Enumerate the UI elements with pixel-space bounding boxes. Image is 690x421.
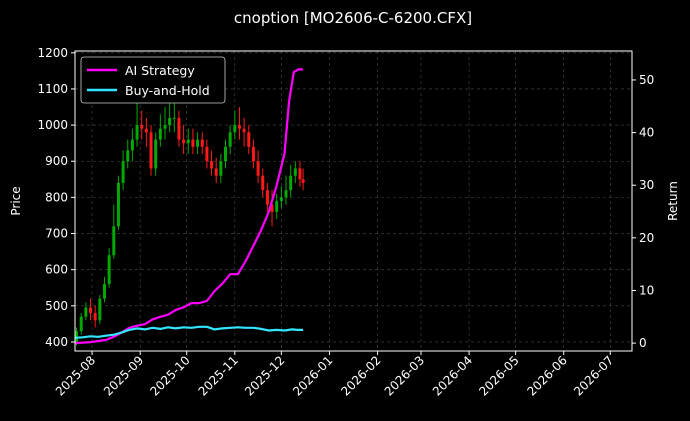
- candle-body: [186, 139, 190, 144]
- candle-body: [107, 255, 111, 285]
- legend-box: [80, 56, 226, 104]
- candle-body: [154, 139, 158, 169]
- y-tick-label-right: 0: [639, 336, 647, 350]
- candle-body: [247, 132, 251, 147]
- candle-body: [177, 117, 181, 140]
- candle-body: [196, 139, 200, 147]
- y-axis-right-title: Return: [666, 181, 680, 221]
- y-tick-label-right: 50: [639, 73, 654, 87]
- candle-body: [116, 182, 120, 227]
- y-tick-label-right: 10: [639, 283, 654, 297]
- candle-body: [261, 175, 265, 191]
- y-tick-label-left: 1200: [37, 46, 68, 60]
- candle-body: [121, 161, 125, 183]
- candle-body: [293, 168, 297, 176]
- candle-body: [75, 331, 79, 342]
- candle-body: [270, 204, 274, 212]
- candle-body: [210, 161, 214, 169]
- candle-body: [163, 125, 167, 129]
- candle-body: [228, 132, 232, 147]
- legend-label-buy-and-hold: Buy-and-Hold: [125, 83, 210, 98]
- candle-body: [126, 150, 130, 162]
- candle-body: [89, 307, 93, 314]
- y-tick-label-left: 700: [45, 227, 68, 241]
- y-tick-label-left: 600: [45, 263, 68, 277]
- candle-body: [256, 161, 260, 176]
- candle-body: [289, 175, 293, 191]
- candle-body: [84, 307, 88, 317]
- y-tick-label-right: 20: [639, 231, 654, 245]
- y-tick-label-left: 800: [45, 190, 68, 204]
- y-axis-left-title: Price: [9, 186, 23, 215]
- candle-body: [130, 139, 134, 151]
- plot-frame: [74, 50, 633, 352]
- legend: AI Strategy Buy-and-Hold: [80, 56, 226, 104]
- candle-body: [298, 168, 302, 180]
- candle-body: [98, 298, 102, 321]
- series-lines: [74, 68, 304, 345]
- y-tick-label-left: 500: [45, 299, 68, 313]
- candle-body: [223, 146, 227, 162]
- series-line-ai-strategy: [74, 68, 304, 345]
- candle-body: [140, 125, 144, 129]
- y-tick-label-left: 1100: [37, 82, 68, 96]
- candle-body: [149, 132, 153, 169]
- candle-body: [182, 139, 186, 144]
- legend-label-ai-strategy: AI Strategy: [125, 63, 195, 78]
- chart-title: cnoption [MO2606-C-6200.CFX]: [234, 9, 472, 27]
- candle-body: [214, 168, 218, 176]
- y-tick-label-left: 400: [45, 335, 68, 349]
- candle-body: [265, 190, 269, 205]
- candle-body: [144, 128, 148, 133]
- candle-body: [93, 313, 97, 321]
- candle-body: [79, 316, 83, 332]
- candle-body: [158, 128, 162, 140]
- candle-body: [279, 197, 283, 201]
- y-tick-label-right: 30: [639, 178, 654, 192]
- candle-body: [205, 146, 209, 162]
- candle-body: [233, 125, 237, 133]
- candle-body: [219, 161, 223, 176]
- candle-body: [172, 117, 176, 119]
- candle-body: [301, 179, 305, 183]
- series-line-buy-and-hold: [74, 325, 304, 339]
- candle-body: [191, 139, 195, 147]
- candle-body: [200, 139, 204, 147]
- candle-body: [112, 226, 116, 256]
- candle-body: [102, 284, 106, 299]
- y-tick-label-right: 40: [639, 126, 654, 140]
- candle-body: [135, 125, 139, 140]
- candle-body: [242, 128, 246, 133]
- grid: [75, 51, 632, 351]
- y-tick-label-left: 900: [45, 154, 68, 168]
- candle-body: [251, 146, 255, 162]
- candle-body: [275, 201, 279, 212]
- candle-body: [237, 125, 241, 129]
- candle-body: [168, 117, 172, 126]
- candle-body: [284, 190, 288, 198]
- y-tick-label-left: 1000: [37, 118, 68, 132]
